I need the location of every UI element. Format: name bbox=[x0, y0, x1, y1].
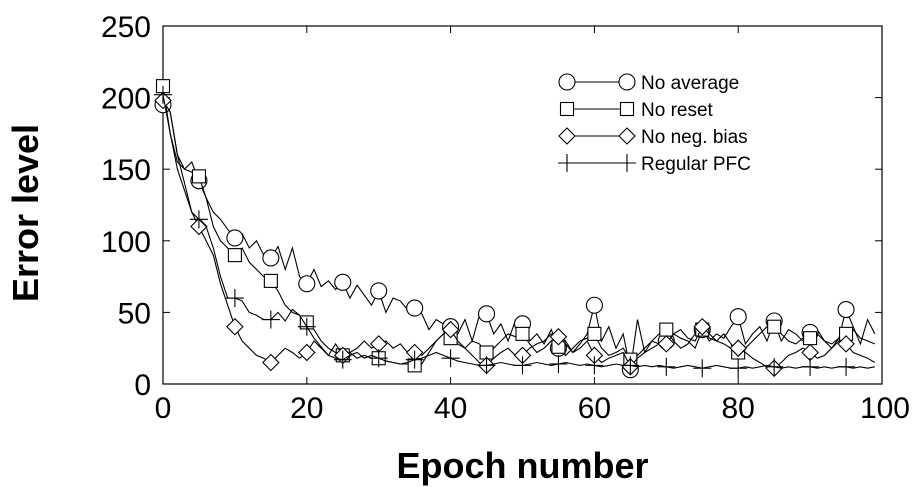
data-point-diamond bbox=[729, 339, 747, 357]
data-point-diamond bbox=[618, 127, 636, 145]
data-point-plus bbox=[618, 154, 636, 172]
data-point-plus bbox=[441, 349, 460, 368]
y-tick-label: 200 bbox=[101, 83, 151, 116]
y-tick-label: 0 bbox=[134, 369, 151, 402]
x-tick-label: 80 bbox=[722, 392, 755, 425]
data-point-plus bbox=[154, 85, 172, 104]
legend-item: No neg. bias bbox=[558, 127, 748, 148]
series-no-neg-bias bbox=[154, 91, 876, 378]
axes: 0 20 40 60 80 100 0 50 100 150 200 250 bbox=[101, 11, 910, 425]
data-point-square bbox=[659, 322, 674, 337]
data-point-square bbox=[587, 326, 602, 341]
data-point-square bbox=[227, 248, 242, 263]
data-point-diamond bbox=[693, 317, 712, 336]
data-point-plus bbox=[729, 359, 748, 378]
legend-label: No neg. bias bbox=[641, 127, 748, 148]
data-point-plus bbox=[369, 349, 388, 368]
y-axis-title: Error level bbox=[5, 124, 46, 302]
data-point-circle bbox=[226, 229, 244, 247]
legend-label: Regular PFC bbox=[641, 154, 751, 175]
series-no-average bbox=[154, 96, 876, 379]
x-tick-label: 20 bbox=[290, 392, 323, 425]
data-point-diamond bbox=[549, 327, 568, 346]
data-point-circle bbox=[618, 73, 636, 91]
series-regular-pfc bbox=[154, 85, 875, 378]
x-tick-label: 0 bbox=[155, 392, 172, 425]
data-point-circle bbox=[298, 275, 316, 293]
data-point-plus bbox=[558, 154, 576, 172]
data-point-circle bbox=[406, 299, 424, 317]
data-point-diamond bbox=[298, 343, 316, 362]
data-point-square bbox=[559, 101, 575, 117]
data-point-circle bbox=[585, 296, 603, 314]
data-point-square bbox=[767, 319, 782, 334]
data-point-plus bbox=[693, 359, 712, 378]
legend-item: No average bbox=[558, 73, 739, 94]
data-point-circle bbox=[729, 308, 747, 326]
data-point-diamond bbox=[226, 317, 244, 336]
data-point-square bbox=[263, 273, 278, 288]
data-point-plus bbox=[405, 350, 424, 369]
y-tick-label: 50 bbox=[118, 297, 151, 330]
data-point-plus bbox=[225, 289, 244, 308]
data-point-plus bbox=[477, 356, 496, 375]
legend-label: No average bbox=[641, 73, 739, 94]
data-point-plus bbox=[657, 357, 676, 376]
data-point-diamond bbox=[837, 335, 855, 353]
data-point-plus bbox=[333, 350, 352, 369]
plot-frame bbox=[162, 25, 883, 385]
x-axis-title: Epoch number bbox=[396, 445, 648, 486]
data-point-plus bbox=[585, 356, 604, 375]
x-tick-label: 60 bbox=[578, 392, 611, 425]
legend-item: Regular PFC bbox=[558, 154, 751, 175]
x-tick-label: 40 bbox=[434, 392, 467, 425]
y-tick-label: 150 bbox=[101, 154, 151, 187]
data-point-circle bbox=[558, 73, 576, 91]
data-point-diamond bbox=[262, 353, 280, 372]
data-point-plus bbox=[765, 357, 784, 376]
data-point-circle bbox=[477, 305, 496, 323]
legend-item: No reset bbox=[559, 100, 714, 121]
data-point-plus bbox=[261, 310, 280, 329]
data-point-diamond bbox=[558, 127, 576, 145]
y-tick-label: 100 bbox=[101, 226, 151, 259]
plot-series bbox=[154, 79, 876, 379]
data-point-plus bbox=[513, 356, 532, 375]
series-no-reset bbox=[155, 79, 876, 373]
data-point-square bbox=[619, 101, 635, 117]
data-point-plus bbox=[297, 317, 316, 336]
data-point-plus bbox=[549, 354, 568, 373]
legend: No average No reset No neg. bias Regular PF… bbox=[558, 73, 751, 175]
data-point-square bbox=[515, 326, 530, 341]
x-tick-label: 100 bbox=[860, 392, 910, 425]
legend-label: No reset bbox=[641, 100, 714, 121]
data-point-square bbox=[803, 331, 818, 346]
data-point-diamond bbox=[441, 320, 460, 339]
data-point-plus bbox=[801, 357, 820, 376]
data-point-plus bbox=[189, 210, 208, 229]
data-point-plus bbox=[837, 357, 856, 376]
data-point-circle bbox=[837, 300, 855, 319]
data-point-square bbox=[191, 169, 206, 184]
data-point-diamond bbox=[657, 335, 676, 353]
y-tick-label: 250 bbox=[101, 11, 151, 44]
data-point-circle bbox=[370, 282, 388, 300]
data-point-circle bbox=[262, 249, 280, 267]
data-point-circle bbox=[334, 273, 352, 291]
data-point-plus bbox=[621, 356, 640, 375]
